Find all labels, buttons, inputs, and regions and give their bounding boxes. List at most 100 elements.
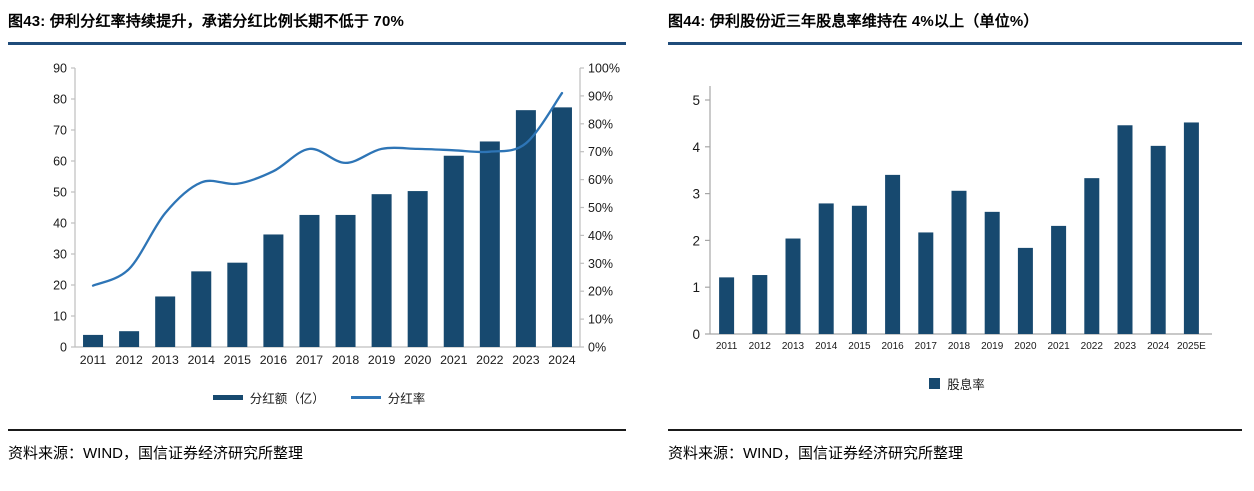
x-tick-label: 2023 [512, 353, 540, 367]
x-tick-label: 2017 [296, 353, 324, 367]
figure-43-source-rule [8, 429, 626, 431]
bar-2021 [1051, 225, 1067, 334]
bar-2015 [227, 262, 248, 347]
bar-2011 [83, 334, 104, 347]
x-tick-label: 2022 [476, 353, 504, 367]
bar-2013 [155, 296, 176, 347]
x-tick-label: 2021 [1047, 341, 1070, 352]
y-right-tick-label: 40% [588, 229, 613, 243]
x-tick-label: 2011 [80, 353, 107, 367]
bar-2024 [1150, 145, 1166, 334]
dividend-ratio-line [91, 91, 564, 287]
y-right-tick-label: 30% [588, 257, 613, 271]
x-tick-label: 2018 [332, 353, 360, 367]
x-tick-label: 2014 [188, 353, 216, 367]
dividend-yield-bars [719, 122, 1199, 335]
x-tick-label: 2013 [782, 341, 805, 352]
bar-2018 [335, 214, 356, 347]
bar-2020 [407, 191, 428, 347]
x-tick-label: 2015 [848, 341, 871, 352]
x-tick-label: 2022 [1081, 341, 1104, 352]
x-tick-label: 2021 [440, 353, 468, 367]
legend-item-dividend-ratio: 分红率 [350, 388, 426, 407]
bar-2017 [299, 214, 320, 347]
bar-2016 [885, 174, 901, 334]
bar-series-swatch [929, 378, 941, 389]
axes [71, 67, 584, 348]
x-tick-label: 2019 [981, 341, 1004, 352]
y-right-tick-label: 50% [588, 201, 613, 215]
y-left-tick-label: 60 [53, 155, 67, 169]
x-tick-label: 2024 [1147, 341, 1170, 352]
y-tick-label: 2 [692, 233, 700, 248]
x-tick-label: 2016 [260, 353, 288, 367]
y-left-tick-label: 10 [53, 310, 67, 324]
y-left-tick-label: 0 [60, 341, 67, 355]
legend-item-dividend-yield: 股息率 [929, 374, 985, 393]
dividend-amount-bars [83, 107, 572, 347]
legend-label-dividend-amount: 分红额（亿） [249, 392, 325, 406]
y-right-tick-label: 70% [588, 145, 613, 159]
y-right-tick-label: 20% [588, 285, 613, 299]
x-tick-label: 2019 [368, 353, 396, 367]
bar-2025E [1183, 122, 1199, 335]
line-series-swatch [350, 396, 381, 399]
figure-43-title: 图43: 伊利分红率持续提升，承诺分红比例长期不低于 70% [8, 13, 405, 30]
bar-2019 [984, 211, 1000, 334]
bar-2013 [785, 238, 801, 334]
y-right-tick-label: 80% [588, 117, 613, 131]
bar-2015 [851, 205, 867, 334]
y-left-tick-label: 70 [53, 124, 67, 138]
x-tick-label: 2011 [716, 341, 738, 352]
legend-label-dividend-ratio: 分红率 [387, 392, 426, 406]
x-tick-label: 2018 [948, 341, 971, 352]
x-tick-label: 2012 [115, 353, 143, 367]
bar-2011 [719, 277, 735, 334]
figure-43-title-rule [8, 42, 626, 45]
figure-44-source: 资料来源：WIND，国信证券经济研究所整理 [668, 445, 963, 462]
legend-item-dividend-amount: 分红额（亿） [212, 388, 325, 407]
bar-2016 [263, 234, 284, 347]
dividend-amount-ratio-chart: 0 10 20 30 40 50 60 70 80 90 0% 10% 20% 30% 40% 50% 60% 7… [53, 62, 620, 368]
bar-2020 [1017, 247, 1033, 334]
x-tick-label: 2012 [749, 341, 772, 352]
bar-2014 [191, 271, 212, 347]
bar-2023 [515, 110, 536, 347]
x-tick-label: 2025E [1177, 341, 1206, 352]
figure-43-source: 资料来源：WIND，国信证券经济研究所整理 [8, 445, 303, 462]
y-right-tick-label: 100% [588, 62, 620, 76]
y-right-tick-label: 90% [588, 89, 613, 103]
bar-series-swatch [212, 395, 243, 400]
x-tick-label: 2015 [224, 353, 252, 367]
y-right-tick-label: 0% [588, 341, 606, 355]
y-left-tick-label: 50 [53, 186, 67, 200]
x-tick-label: 2017 [915, 341, 938, 352]
x-tick-label: 2014 [815, 341, 838, 352]
x-tick-label: 2024 [548, 353, 576, 367]
y-left-tick-label: 80 [53, 93, 67, 107]
y-left-tick-label: 30 [53, 248, 67, 262]
bar-2018 [951, 190, 967, 334]
bar-2023 [1117, 125, 1133, 334]
x-tick-label: 2013 [151, 353, 179, 367]
figure-44-panel: 图44: 伊利股份近三年股息率维持在 4%以上（单位%） 0 1 2 3 4 5 2011 2… [668, 8, 1246, 486]
y-tick-label: 0 [692, 327, 700, 342]
y-tick-label: 3 [692, 187, 700, 202]
figure-44-source-rule [668, 429, 1242, 431]
y-tick-label: 4 [692, 140, 700, 155]
figure-44-legend: 股息率 [668, 374, 1246, 393]
bar-2017 [918, 232, 934, 334]
bar-2019 [371, 194, 392, 347]
x-tick-label: 2016 [881, 341, 904, 352]
y-tick-label: 1 [692, 280, 700, 295]
figure-44-title: 图44: 伊利股份近三年股息率维持在 4%以上（单位%） [668, 13, 1039, 30]
y-tick-label: 5 [692, 93, 700, 108]
y-left-tick-label: 90 [53, 62, 67, 76]
y-right-tick-label: 10% [588, 313, 613, 327]
y-left-tick-label: 40 [53, 217, 67, 231]
bar-2024 [551, 107, 572, 347]
bar-2012 [119, 331, 140, 347]
bar-2014 [818, 203, 834, 334]
bar-2012 [752, 275, 768, 334]
legend-label-dividend-yield: 股息率 [947, 378, 985, 392]
